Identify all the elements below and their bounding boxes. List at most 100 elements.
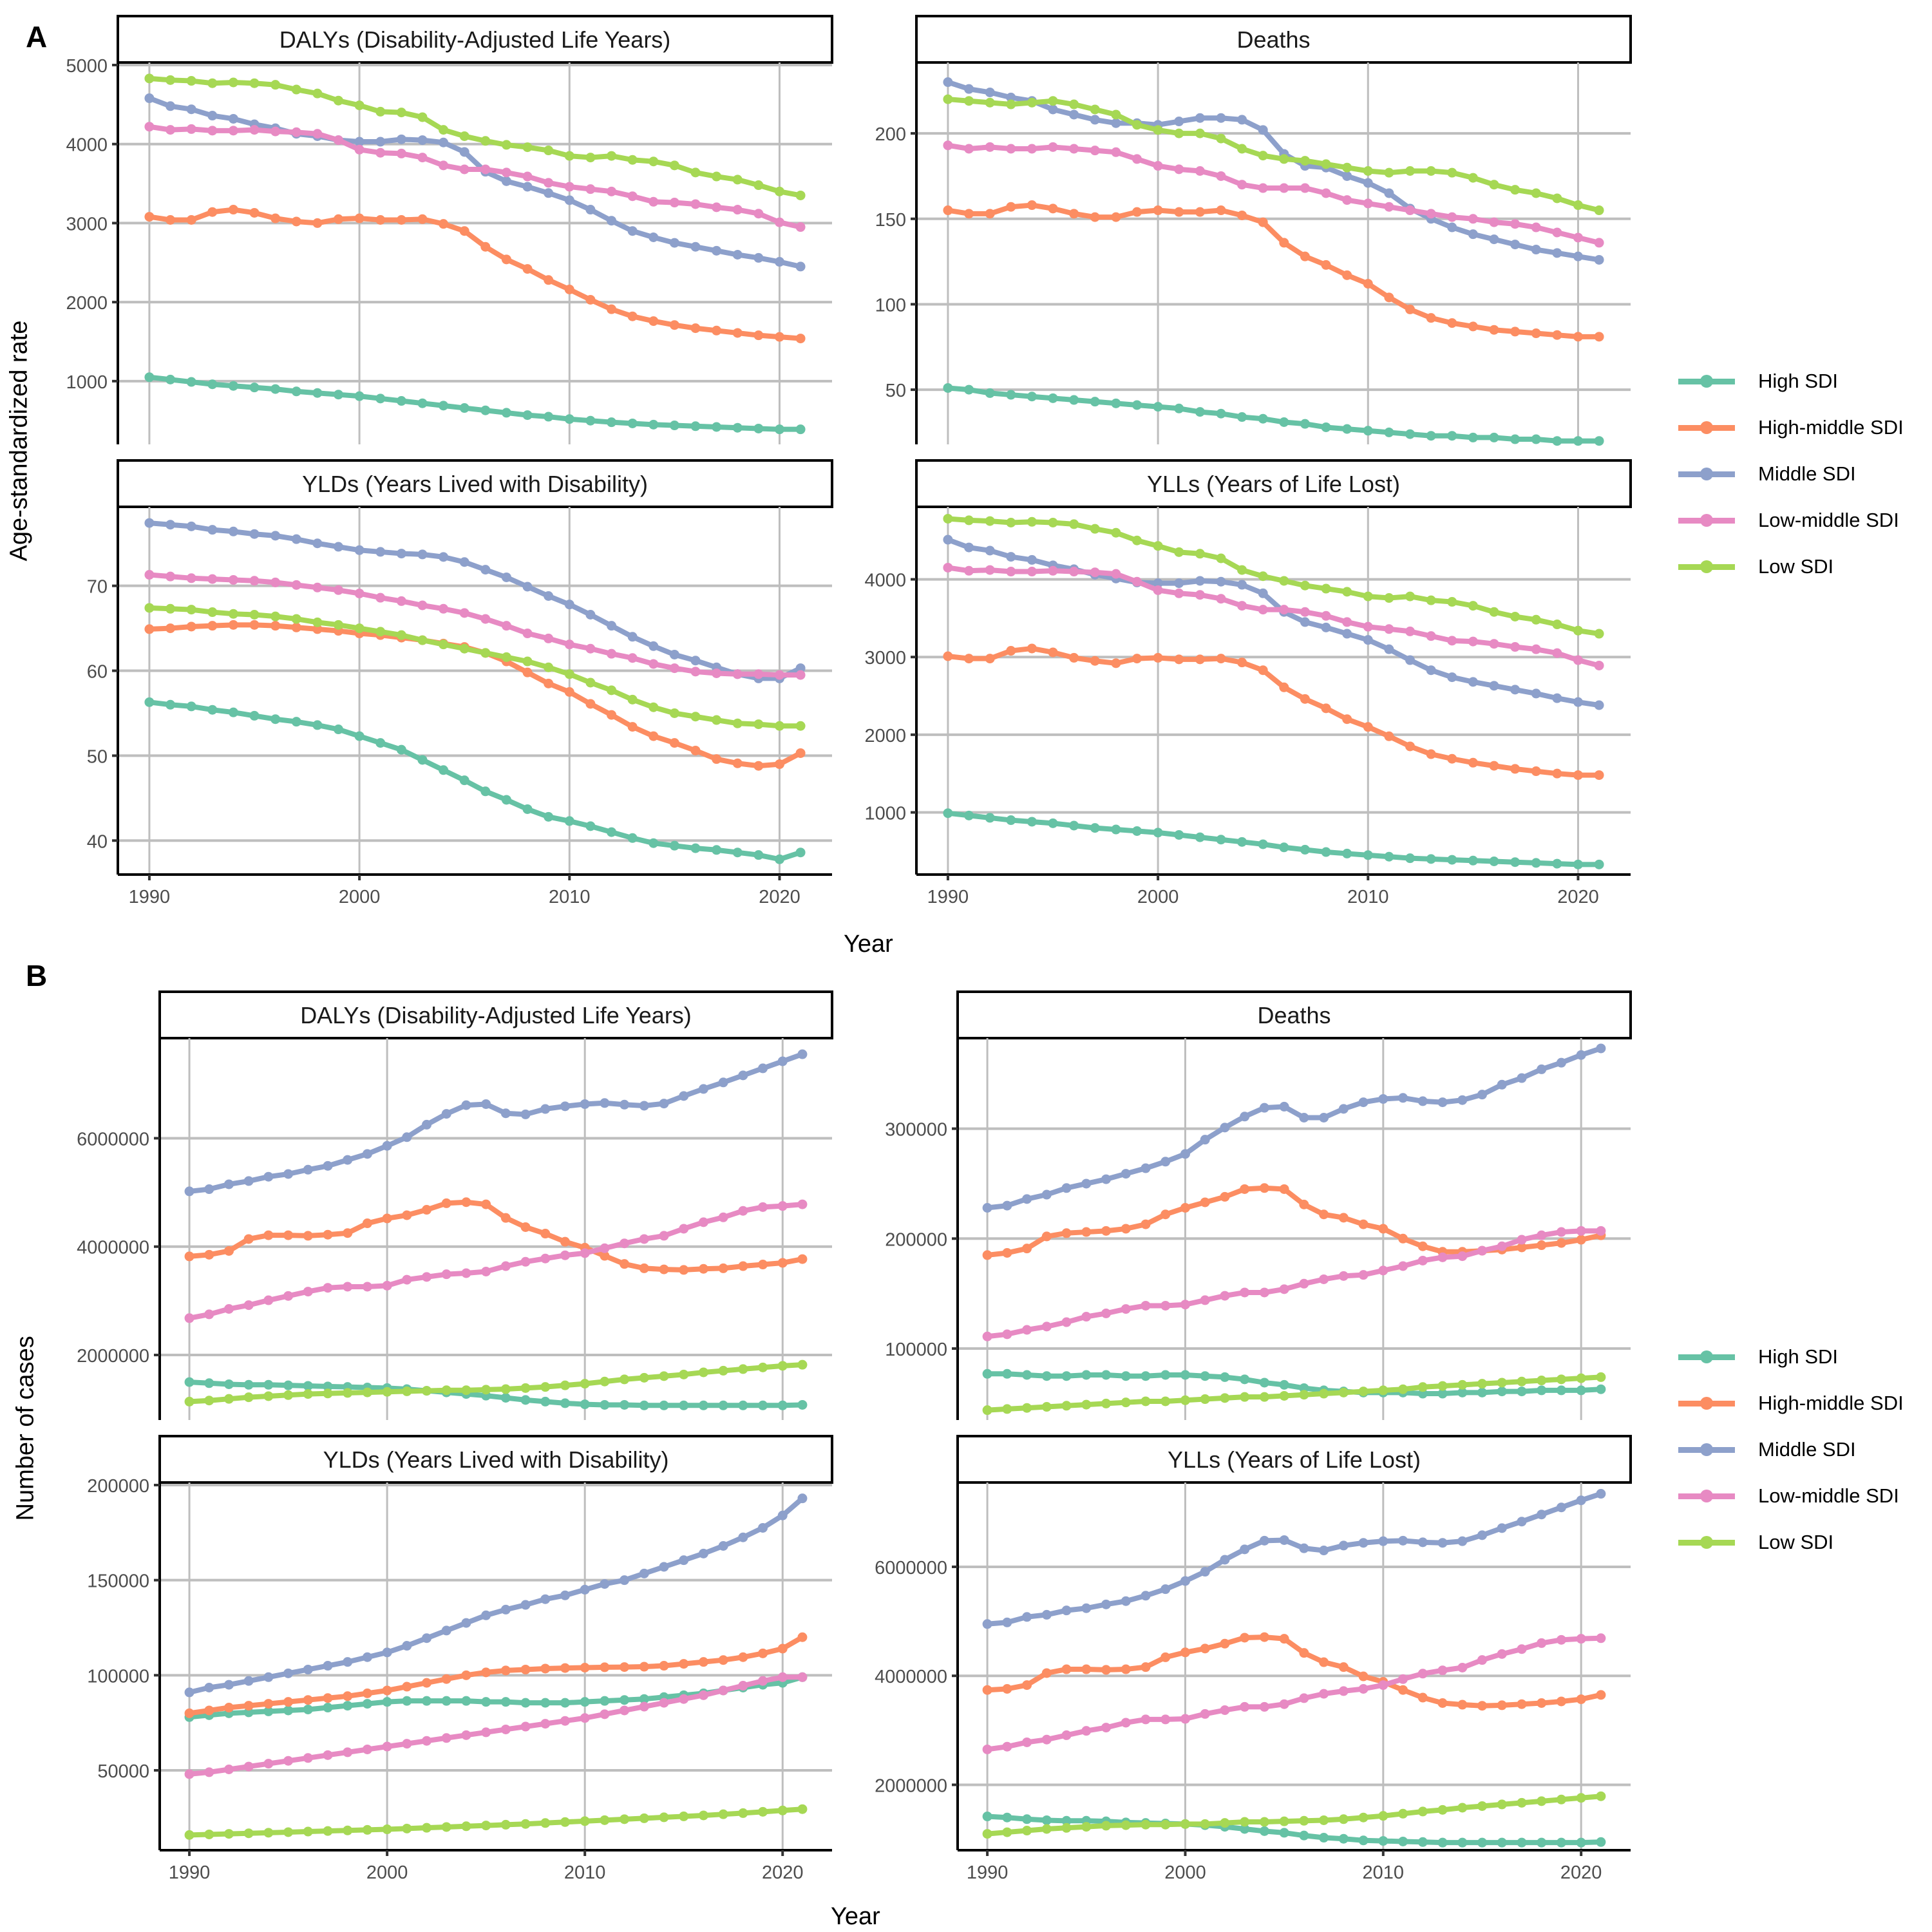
legend-key-icon (1674, 1530, 1739, 1555)
data-point (718, 1809, 728, 1819)
legend-label: Low SDI (1758, 1531, 1834, 1553)
data-point (303, 1704, 313, 1714)
data-point (1132, 120, 1142, 130)
data-point (1240, 1184, 1250, 1194)
data-point (964, 542, 974, 553)
data-point (343, 1657, 353, 1667)
data-point (1220, 1191, 1230, 1202)
data-point (249, 529, 260, 539)
data-point (1174, 207, 1184, 217)
data-point (500, 1384, 511, 1394)
legend-label: High-middle SDI (1758, 1392, 1904, 1414)
data-point (1417, 1096, 1428, 1106)
x-tick-label: 2010 (549, 887, 591, 907)
data-point (1258, 413, 1268, 424)
data-point (777, 1510, 788, 1520)
y-tick-label: 2000 (66, 293, 108, 314)
data-point (1426, 631, 1436, 641)
data-point (1363, 621, 1373, 632)
data-point (1069, 99, 1079, 109)
data-point (417, 755, 428, 765)
data-point (1342, 195, 1352, 205)
data-point (1111, 569, 1121, 579)
data-point (620, 1238, 630, 1249)
data-point (1200, 1135, 1210, 1145)
data-point (1510, 434, 1520, 444)
data-point (1510, 185, 1520, 195)
series-line (947, 385, 1600, 444)
data-point (223, 1703, 234, 1713)
y-tick-label: 2000 (864, 726, 906, 746)
data-point (303, 1389, 313, 1399)
data-point (1101, 1398, 1112, 1408)
series-middle-sdi (982, 1489, 1606, 1629)
data-point (186, 76, 196, 86)
data-point (186, 605, 196, 615)
data-point (1342, 162, 1352, 173)
data-point (669, 738, 679, 748)
data-point (184, 1313, 194, 1323)
series-line (987, 1794, 1602, 1837)
data-point (659, 1400, 669, 1410)
data-point (481, 1385, 491, 1395)
data-point (1477, 1801, 1487, 1811)
data-point (323, 1703, 333, 1713)
data-point (270, 213, 281, 223)
data-point (659, 1371, 669, 1381)
data-point (1141, 1300, 1151, 1311)
data-point (1552, 858, 1562, 869)
data-point (1447, 636, 1457, 646)
data-point (1321, 611, 1331, 621)
data-point (1556, 1238, 1566, 1248)
data-point (564, 669, 574, 679)
data-point (1378, 1265, 1388, 1276)
data-point (1279, 1390, 1289, 1401)
data-point (1497, 1523, 1507, 1533)
data-point (732, 175, 743, 185)
data-point (501, 572, 511, 582)
data-point (1319, 1657, 1329, 1667)
data-point (1437, 1538, 1448, 1548)
data-point (580, 1099, 590, 1109)
data-point (1477, 1245, 1487, 1256)
data-point (1220, 1818, 1230, 1828)
series-line (189, 1806, 803, 1838)
data-point (795, 334, 806, 344)
data-point (441, 1109, 451, 1119)
legend-label: Low-middle SDI (1758, 1484, 1899, 1507)
data-point (1041, 1824, 1052, 1834)
data-point (1081, 1399, 1092, 1410)
data-point (564, 687, 574, 697)
data-point (649, 659, 659, 669)
data-point (1405, 853, 1416, 864)
legend-key-icon (1674, 1390, 1739, 1416)
data-point (1300, 617, 1310, 627)
data-point (228, 205, 238, 215)
data-point (600, 1243, 610, 1253)
y-tick-label: 4000 (864, 571, 906, 591)
data-point (249, 207, 260, 218)
data-point (1121, 1820, 1131, 1830)
data-point (669, 238, 679, 248)
series-middle-sdi (982, 1043, 1606, 1213)
data-point (382, 1685, 392, 1696)
data-point (690, 199, 701, 209)
data-point (669, 320, 679, 330)
data-point (402, 1274, 412, 1285)
data-point (540, 1698, 551, 1708)
data-point (480, 242, 491, 252)
data-point (1279, 183, 1289, 193)
data-point (270, 577, 281, 587)
data-point (1552, 193, 1562, 204)
data-point (1299, 1278, 1309, 1289)
data-point (312, 88, 323, 99)
data-point (1174, 164, 1184, 175)
data-point (184, 1830, 194, 1840)
data-point (184, 1186, 194, 1197)
data-point (354, 589, 365, 599)
data-point (291, 614, 301, 624)
series-high-sdi (943, 383, 1604, 446)
data-point (1259, 1378, 1269, 1388)
data-point (1300, 580, 1310, 591)
data-point (1027, 200, 1037, 211)
